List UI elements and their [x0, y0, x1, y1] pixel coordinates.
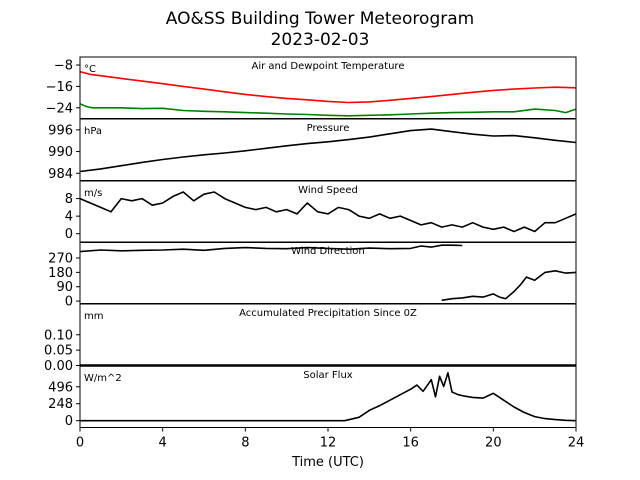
panel-1-ytick-label: −16: [46, 80, 73, 95]
panel-1: −8 −16 −24 Air and Dewpoint Temperature °C: [46, 56, 577, 119]
panel-3-unit: m/s: [84, 188, 102, 199]
panel-4-ytick-label: 270: [48, 251, 73, 266]
panel-4-ytick-label: 0: [65, 295, 73, 310]
panel-3-ytick-label: 0: [65, 227, 73, 242]
panel-6-series-1: [80, 371, 577, 422]
panel-1-title: Air and Dewpoint Temperature: [252, 61, 405, 72]
x-tick-label: 20: [485, 436, 502, 451]
chart-subtitle: 2023-02-03: [271, 30, 370, 50]
panel-4-series-1: [79, 244, 463, 253]
panel-3-series-1: [79, 191, 577, 233]
x-tick-label: 12: [320, 436, 337, 451]
panel-2-ytick-label: 984: [48, 167, 73, 182]
panel-6-ytick-label: 248: [48, 397, 73, 412]
panel-5-ytick-label: 0.05: [44, 344, 73, 359]
panel-3-ytick-label: 8: [65, 192, 73, 207]
panel-2-series-1: [79, 128, 577, 173]
panel-5-title: Accumulated Precipitation Since 0Z: [239, 308, 417, 319]
panel-1-ytick-label: −24: [46, 101, 73, 116]
x-axis: 0 4 8 12 16 20 24: [76, 427, 585, 451]
x-axis-label: Time (UTC): [291, 455, 364, 470]
panel-1-series-2: [79, 103, 577, 117]
panel-1-unit: °C: [84, 64, 96, 75]
panel-6-ytick-label: 496: [48, 380, 73, 395]
panel-3-title: Wind Speed: [298, 185, 358, 196]
x-tick-label: 16: [402, 436, 419, 451]
panel-5-ytick-label: 0.10: [44, 328, 73, 343]
x-tick-label: 0: [76, 436, 84, 451]
chart-title: AO&SS Building Tower Meteorogram: [166, 9, 474, 29]
panel-5-ytick-label: 0.00: [44, 359, 73, 374]
panel-5-unit: mm: [84, 311, 103, 322]
panel-2: 996 990 984 Pressure hPa: [48, 118, 577, 182]
panel-6-unit: W/m^2: [84, 373, 122, 384]
panel-6-title: Solar Flux: [303, 370, 353, 381]
panel-1-series-1: [79, 70, 577, 104]
panel-5: 0.100.050.00 Accumulated Precipitation Si…: [44, 303, 577, 374]
panels: −8 −16 −24 Air and Dewpoint Temperature °C 99…: [44, 56, 577, 429]
panel-2-title: Pressure: [307, 123, 350, 134]
panel-2-unit: hPa: [84, 126, 102, 137]
panel-2-ytick-label: 990: [48, 145, 73, 160]
x-tick-label: 8: [241, 436, 249, 451]
panel-1-ytick-label: −8: [54, 59, 73, 74]
x-tick-label: 24: [568, 436, 585, 451]
x-tick-label: 4: [159, 436, 167, 451]
panel-4-title: Wind Direction: [291, 246, 365, 257]
panel-4-series-2: [441, 269, 577, 302]
panel-4-ytick-label: 90: [56, 280, 73, 295]
panel-3: 8 4 0 Wind Speed m/s: [65, 180, 577, 243]
panel-3-ytick-label: 4: [65, 210, 73, 225]
panel-2-ytick-label: 996: [48, 123, 73, 138]
panel-6-ytick-label: 0: [65, 414, 73, 429]
panel-6: 496 248 0 Solar Flux W/m^2: [48, 365, 577, 429]
panel-4-ytick-label: 180: [48, 266, 73, 281]
